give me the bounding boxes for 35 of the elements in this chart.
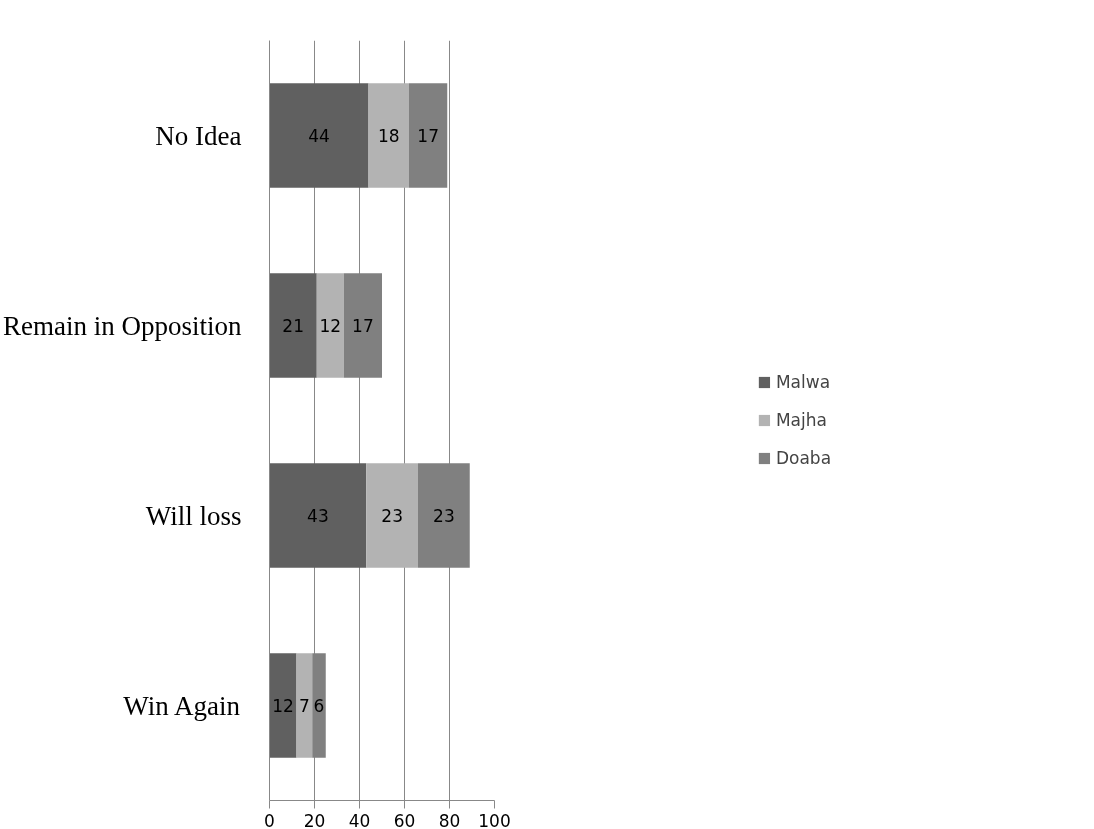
bar [296,653,313,758]
x-tick-label: 80 [438,810,461,829]
x-tick-label: 60 [393,810,416,829]
bar [368,83,409,188]
data-label: 12 [272,696,294,716]
data-label: 6 [313,696,325,716]
data-label: 7 [298,696,310,716]
data-label: 17 [352,316,374,336]
x-tick-label: 0 [264,810,275,829]
bar [343,273,382,378]
data-label: 43 [307,506,329,526]
bar [409,83,448,188]
y-tick-label: Remain in Opposition [3,310,242,341]
y-tick-label: Will loss [145,500,242,531]
data-label: 23 [433,506,455,526]
y-tick-label: No Idea [155,120,242,151]
bar [269,463,367,568]
bar [269,653,297,758]
legend-label: Majha [775,410,827,430]
bar [316,273,344,378]
data-label: 44 [308,126,330,146]
legend-label: Malwa [775,372,831,392]
legend-label: Doaba [775,448,832,468]
data-label: 23 [381,506,403,526]
bar [366,463,418,568]
data-label: 12 [319,316,342,336]
bar [269,83,369,188]
data-label: 21 [282,316,304,336]
x-tick-label: 40 [348,810,371,829]
data-label: 18 [377,126,400,146]
data-label: 17 [417,126,439,146]
y-tick-label: Win Again [123,690,241,721]
x-tick-label: 100 [478,810,511,829]
x-tick-label: 20 [303,810,326,829]
bar [269,273,317,378]
